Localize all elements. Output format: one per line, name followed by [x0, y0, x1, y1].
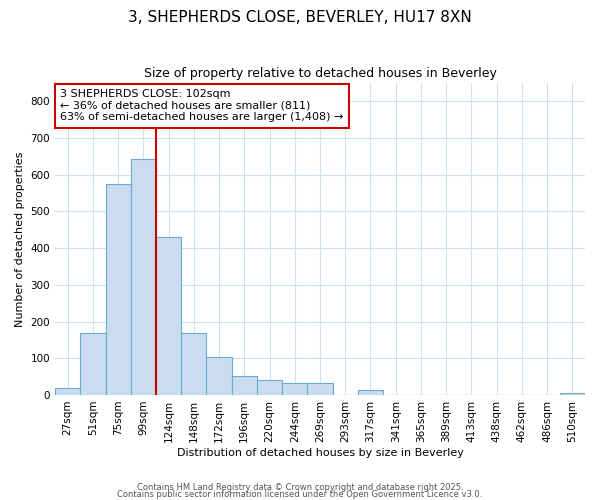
Bar: [106, 184, 131, 395]
Text: 3, SHEPHERDS CLOSE, BEVERLEY, HU17 8XN: 3, SHEPHERDS CLOSE, BEVERLEY, HU17 8XN: [128, 10, 472, 25]
Y-axis label: Number of detached properties: Number of detached properties: [15, 152, 25, 326]
Bar: [232, 376, 257, 395]
Text: Contains HM Land Registry data © Crown copyright and database right 2025.: Contains HM Land Registry data © Crown c…: [137, 484, 463, 492]
Bar: [80, 332, 106, 395]
Bar: [156, 237, 181, 395]
Title: Size of property relative to detached houses in Beverley: Size of property relative to detached ho…: [143, 68, 496, 80]
Bar: [560, 393, 585, 395]
X-axis label: Distribution of detached houses by size in Beverley: Distribution of detached houses by size …: [176, 448, 463, 458]
Bar: [257, 380, 282, 395]
Bar: [282, 383, 307, 395]
Bar: [206, 357, 232, 395]
Bar: [55, 388, 80, 395]
Bar: [307, 383, 332, 395]
Bar: [131, 159, 156, 395]
Bar: [358, 390, 383, 395]
Text: Contains public sector information licensed under the Open Government Licence v3: Contains public sector information licen…: [118, 490, 482, 499]
Bar: [181, 332, 206, 395]
Text: 3 SHEPHERDS CLOSE: 102sqm
← 36% of detached houses are smaller (811)
63% of semi: 3 SHEPHERDS CLOSE: 102sqm ← 36% of detac…: [61, 90, 344, 122]
